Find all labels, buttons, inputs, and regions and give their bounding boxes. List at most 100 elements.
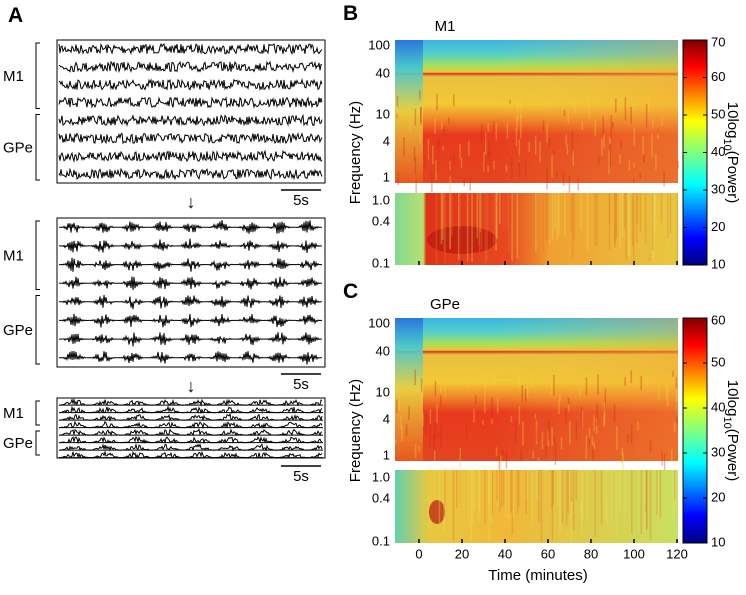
spectrogram-texture [553, 436, 556, 442]
spectrogram-texture [396, 95, 399, 107]
spectrogram-texture [479, 193, 481, 232]
spectrogram-texture [581, 121, 584, 130]
group-label: M1 [3, 405, 24, 422]
colorbar-tick-label: 10 [711, 534, 725, 549]
spectrogram-texture [426, 150, 429, 155]
spectrogram-texture [429, 409, 432, 424]
spectrogram-texture [651, 134, 653, 158]
spectrogram-texture [534, 135, 537, 155]
spectrogram-texture [433, 450, 436, 462]
spectrogram-texture [636, 193, 639, 224]
spectrogram-texture [669, 193, 672, 233]
spectrogram-texture [478, 193, 481, 246]
spectrogram-texture [482, 419, 484, 425]
freq-tick-label: 10 [376, 106, 390, 121]
spectrogram-texture [495, 193, 497, 251]
spectrogram-texture [503, 193, 505, 230]
spectrogram-texture [632, 102, 635, 111]
spectrogram-texture [658, 382, 660, 400]
spectrogram-texture [466, 382, 469, 389]
spectrogram-texture [649, 439, 652, 453]
spectrogram-texture [580, 406, 583, 428]
y-axis-label: Frequency (Hz) [347, 379, 364, 482]
spectrogram-texture [615, 193, 617, 242]
trace [58, 42, 323, 56]
colorbar-tick-label: 50 [711, 106, 725, 121]
spectrogram-texture [565, 134, 567, 146]
spectrogram-texture [601, 138, 603, 156]
time-tick-label: 40 [498, 546, 512, 561]
colorbar-tick-label: 10 [711, 256, 725, 271]
spectrogram-texture [596, 417, 598, 434]
bracket [35, 114, 40, 181]
spectrogram-texture [477, 470, 480, 522]
spectrogram-texture [621, 193, 624, 238]
spectrogram-texture [565, 407, 567, 424]
spectrogram-texture [428, 416, 431, 425]
spectrogram-texture [621, 447, 624, 464]
spectrogram-texture [631, 470, 633, 534]
spectrogram-texture [661, 117, 663, 127]
group-label: GPe [3, 435, 33, 452]
spectrogram-texture [653, 193, 655, 258]
spectrogram-texture [483, 156, 486, 174]
spectrogram-texture [612, 121, 614, 129]
spectrogram-texture [580, 193, 582, 230]
spectrogram-texture [419, 132, 421, 144]
trace [59, 435, 323, 445]
spectrogram-texture [511, 193, 513, 261]
spectrogram-texture [652, 119, 654, 129]
spectrogram-texture [491, 396, 493, 418]
spectrogram-texture [567, 397, 570, 406]
spectrogram-texture [500, 470, 503, 509]
spectrogram-texture [433, 435, 435, 449]
spectrogram-texture [581, 470, 583, 536]
spectrogram-texture [624, 470, 626, 516]
colorbar-tick-label: 60 [711, 312, 725, 327]
spectrogram-texture [500, 455, 502, 473]
spectrogram-texture [457, 193, 460, 260]
spectrogram-texture [615, 98, 617, 113]
spectrogram-texture [460, 158, 463, 169]
spectrogram-texture [597, 374, 599, 395]
spectrogram-texture [452, 470, 455, 542]
spectrogram-texture [633, 127, 635, 146]
spectrogram-texture [520, 450, 522, 462]
spectrogram-texture [466, 193, 469, 262]
bracket [35, 400, 40, 426]
spectrogram-texture [663, 453, 666, 477]
spectrogram-texture [432, 145, 434, 165]
spectrogram-texture [539, 141, 541, 162]
group-label: GPe [3, 322, 33, 339]
spectrogram-texture [436, 140, 439, 148]
spectrogram-texture [624, 377, 626, 387]
spectrogram-texture [602, 116, 605, 137]
spectrogram-texture [443, 193, 446, 253]
spectrogram-texture [594, 119, 597, 137]
time-tick-label: 60 [541, 546, 555, 561]
spectrogram-texture [559, 470, 562, 531]
freq-tick-label: 1 [383, 447, 390, 462]
spectrogram-texture [507, 193, 509, 228]
spectrogram-texture [608, 150, 610, 175]
spectrogram-texture [514, 193, 516, 248]
low-freq-tick-label: 1.0 [372, 469, 390, 484]
trace [59, 294, 323, 310]
trace [58, 77, 323, 92]
freq-tick-label: 4 [383, 133, 390, 148]
bracket [35, 42, 40, 109]
spectrogram-texture [588, 95, 590, 118]
spectrogram-texture [624, 96, 627, 121]
spectrogram-texture [674, 470, 677, 507]
spectrogram-texture [545, 445, 547, 459]
spectrogram-texture [653, 193, 656, 222]
spectrogram-texture [613, 193, 616, 244]
spectrogram-texture [496, 470, 498, 501]
panel-label: A [8, 4, 23, 27]
spectrogram-texture [640, 470, 643, 534]
spectrogram-texture [509, 99, 511, 105]
spectrogram-texture [592, 447, 594, 461]
spectrogram-texture [550, 375, 553, 395]
trace [59, 350, 323, 365]
spectrogram-texture [546, 122, 548, 143]
